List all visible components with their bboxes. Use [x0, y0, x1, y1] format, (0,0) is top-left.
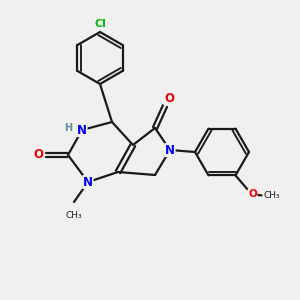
- Text: H: H: [64, 123, 72, 133]
- Text: N: N: [83, 176, 93, 188]
- Text: CH₃: CH₃: [263, 191, 280, 200]
- Text: CH₃: CH₃: [66, 211, 82, 220]
- Text: Cl: Cl: [94, 19, 106, 29]
- Text: N: N: [77, 124, 87, 136]
- Text: O: O: [164, 92, 174, 104]
- Text: N: N: [165, 143, 175, 157]
- Text: O: O: [33, 148, 43, 161]
- Text: O: O: [248, 189, 257, 200]
